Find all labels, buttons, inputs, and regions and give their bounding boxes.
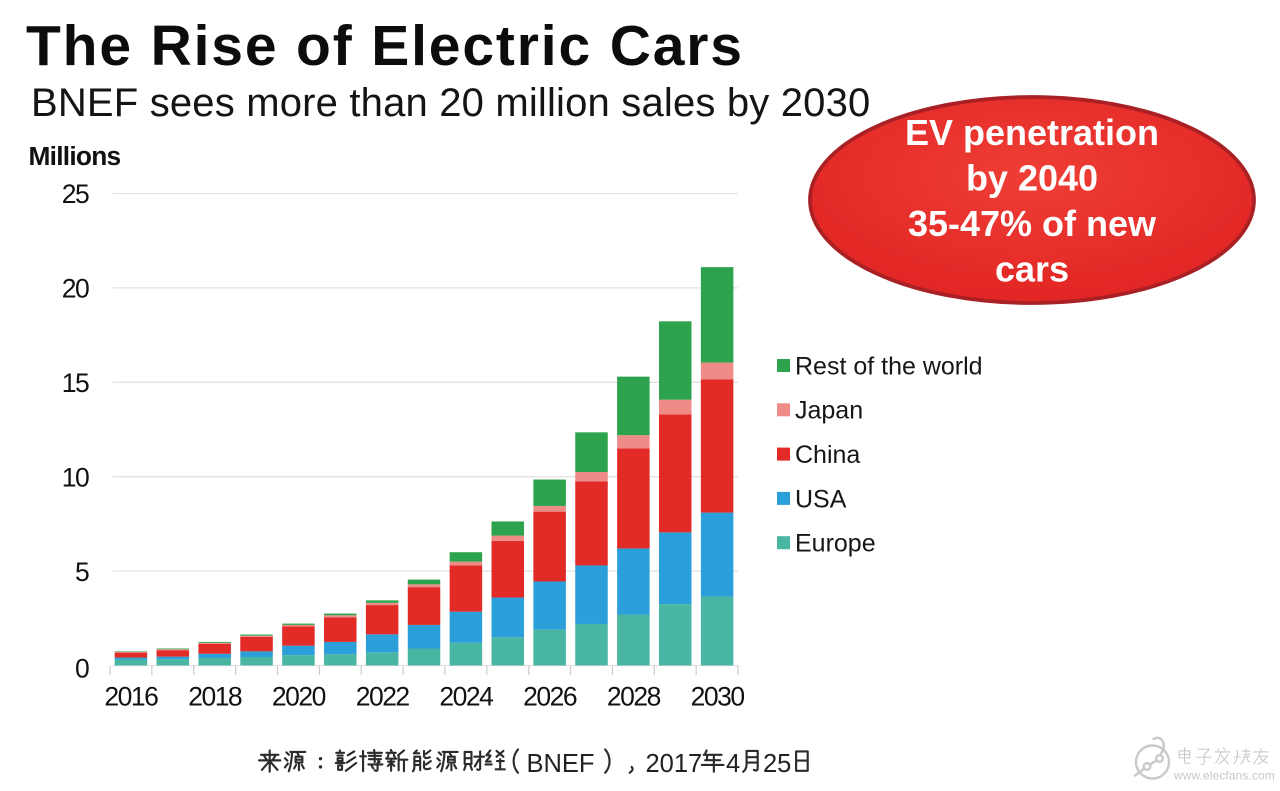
svg-text:15: 15 <box>62 368 89 398</box>
svg-text:2017: 2017 <box>646 750 703 778</box>
svg-text:Europe: Europe <box>795 530 876 558</box>
svg-text:Millions: Millions <box>29 141 121 171</box>
svg-text:cars: cars <box>995 249 1069 290</box>
svg-text:5: 5 <box>75 557 89 587</box>
svg-text:The Rise of Electric Cars: The Rise of Electric Cars <box>26 14 744 78</box>
svg-text:2022: 2022 <box>356 682 410 712</box>
svg-text:2026: 2026 <box>523 682 577 712</box>
svg-text:China: China <box>795 441 860 469</box>
svg-text:www.elecfans.com: www.elecfans.com <box>1173 769 1275 783</box>
svg-text:2020: 2020 <box>272 682 326 712</box>
svg-text:10: 10 <box>62 462 89 492</box>
svg-text:2016: 2016 <box>104 682 158 712</box>
svg-text:BNEF sees more than 20 million: BNEF sees more than 20 million sales by … <box>31 81 870 125</box>
svg-text:Japan: Japan <box>795 397 863 425</box>
svg-text:EV penetration: EV penetration <box>905 112 1159 153</box>
svg-text:25: 25 <box>763 750 791 778</box>
svg-text:2024: 2024 <box>439 682 493 712</box>
svg-text:4: 4 <box>726 750 740 778</box>
svg-text:Rest of the world: Rest of the world <box>795 352 983 380</box>
svg-text:25: 25 <box>62 179 89 209</box>
svg-text:2018: 2018 <box>188 682 242 712</box>
svg-text:BNEF: BNEF <box>527 750 595 778</box>
svg-text:20: 20 <box>62 274 89 304</box>
svg-text:by 2040: by 2040 <box>966 158 1098 199</box>
svg-text:USA: USA <box>795 485 847 513</box>
svg-text:0: 0 <box>75 653 89 683</box>
svg-text:35-47% of new: 35-47% of new <box>908 203 1157 244</box>
svg-text:2028: 2028 <box>607 682 661 712</box>
svg-text:2030: 2030 <box>691 682 745 712</box>
